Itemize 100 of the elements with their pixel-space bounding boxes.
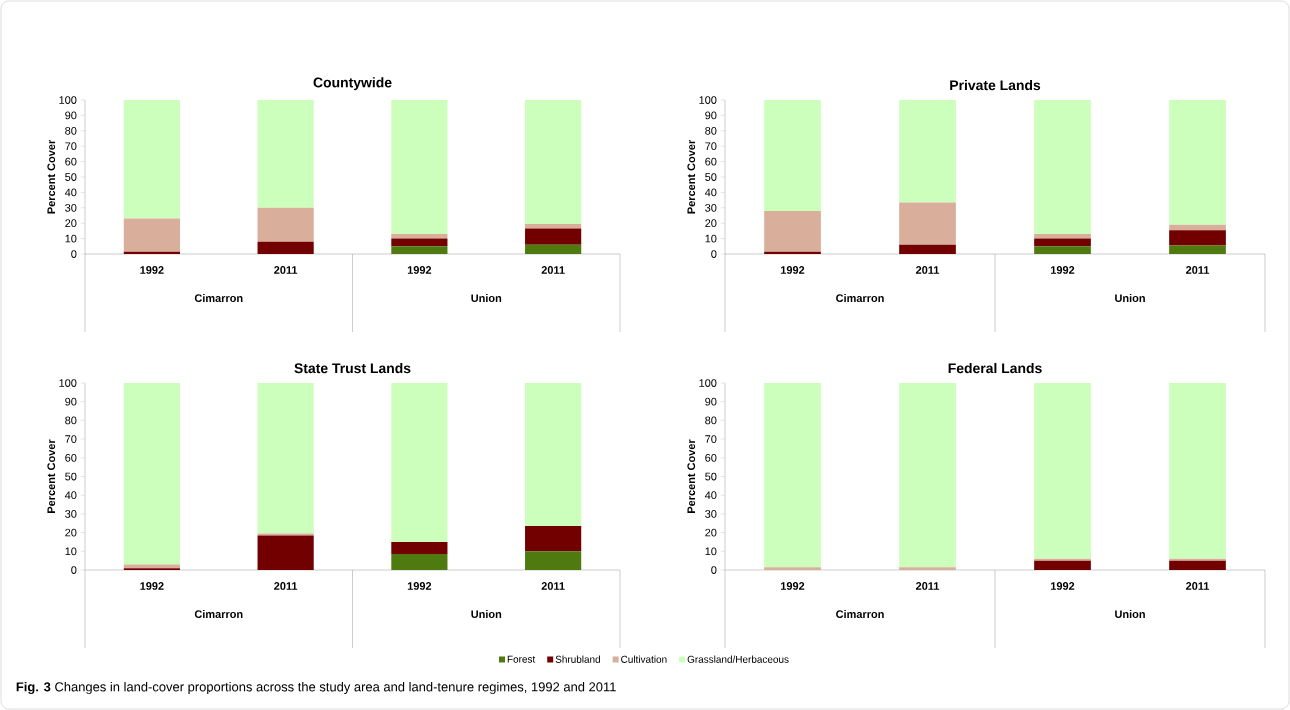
text: Cimarron [194,293,243,303]
y-tick-label: 10 [65,547,77,556]
bar [525,526,582,552]
y-tick-label: 90 [65,397,77,406]
bar [525,551,582,570]
y-tick-label: 10 [705,547,717,556]
bar [899,567,956,570]
y-tick-label: 0 [71,250,77,258]
bar [764,210,821,252]
x-tick-label: 2011 [916,582,940,590]
y-tick-label: 50 [705,472,717,481]
bar [1034,560,1091,570]
bar [257,241,314,254]
bar [1169,245,1226,254]
bar [1169,230,1226,246]
chart-title: Federal Lands [948,362,1042,374]
y-tick-label: 90 [65,111,77,120]
y-tick-label: 30 [65,510,77,518]
text: Union [471,293,502,303]
bar [899,244,956,254]
y-tick-label: 40 [64,188,77,197]
y-tick-label: 70 [65,142,77,151]
bar [391,238,448,247]
y-tick-label: 90 [705,397,717,406]
bar [764,100,821,211]
x-tick-label: 1992 [140,582,164,590]
bar [899,202,956,245]
x-tick-label: 2011 [274,266,298,274]
y-tick-label: 40 [704,491,717,500]
x-tick-label: 1992 [781,582,805,590]
bar [1034,383,1091,559]
y-tick-label: 100 [699,379,717,387]
y-tick-label: 70 [65,435,77,443]
bar [764,567,821,570]
x-tick-label: 1992 [140,266,164,274]
bar [123,218,180,252]
bar [257,100,314,208]
bar [391,100,448,234]
y-tick-label: 60 [705,157,717,166]
y-tick-label: 30 [705,510,717,518]
bar [1169,560,1226,570]
chart-title: Countywide [313,77,392,91]
y-tick-label: 30 [65,203,77,212]
bar [525,383,582,527]
bar [525,228,582,245]
x-tick-label: 1992 [781,266,805,274]
text: Union [471,609,502,619]
bar [123,383,180,565]
y-tick-label: 70 [705,142,717,151]
x-tick-label: 2011 [1186,582,1210,590]
y-tick-label: 0 [711,250,717,258]
bar [257,535,314,570]
legend-label: Grassland/Herbaceous [687,655,789,663]
y-tick-label: 20 [705,528,717,537]
bar [123,100,180,219]
text: Cimarron [194,609,243,619]
y-tick-label: 50 [65,173,77,181]
bar [525,100,582,224]
x-tick-label: 2011 [541,266,565,274]
y-axis-title: Percent Cover [687,140,696,214]
bar [1034,233,1091,239]
chart-title: Private Lands [950,79,1041,91]
y-tick-label: 30 [705,203,717,212]
bar [1169,224,1226,231]
legend-label: Cultivation [621,655,667,663]
x-tick-label: 1992 [407,582,432,590]
bar [764,383,821,568]
legend-label: Shrubland [555,655,600,663]
y-axis-title: Percent Cover [47,439,56,513]
bar [391,554,448,570]
y-tick-label: 20 [65,528,77,537]
y-tick-label: 0 [71,566,77,574]
bar [1034,100,1091,234]
bar [525,244,582,254]
bar [1034,238,1091,247]
y-tick-label: 20 [705,219,717,228]
y-tick-label: 10 [705,234,717,243]
text: Cimarron [836,293,884,303]
bar [1169,100,1226,225]
bar [1034,246,1091,254]
y-tick-label: 40 [704,188,717,197]
x-tick-label: 1992 [1051,582,1075,590]
bar [899,100,956,203]
y-tick-label: 100 [59,379,77,387]
x-tick-label: 2011 [1186,266,1210,274]
bar [1169,383,1226,559]
x-tick-label: 2011 [916,266,940,274]
x-tick-label: 2011 [541,582,565,590]
y-tick-label: 0 [711,566,717,574]
bar [257,383,314,534]
y-tick-label: 60 [705,453,717,462]
x-tick-label: 2011 [274,582,298,590]
y-tick-label: 70 [705,435,717,443]
y-tick-label: 20 [65,219,77,228]
chart-title: State Trust Lands [294,362,411,374]
bar [123,564,180,569]
y-tick-label: 80 [65,126,77,135]
text: Fig. 3 Changes in land-cover proportions across the study area and land-tenure regimes, 1992 and 2011 [16,681,616,695]
y-axis-title: Percent Cover [687,439,696,513]
legend-label: Forest [507,655,536,663]
